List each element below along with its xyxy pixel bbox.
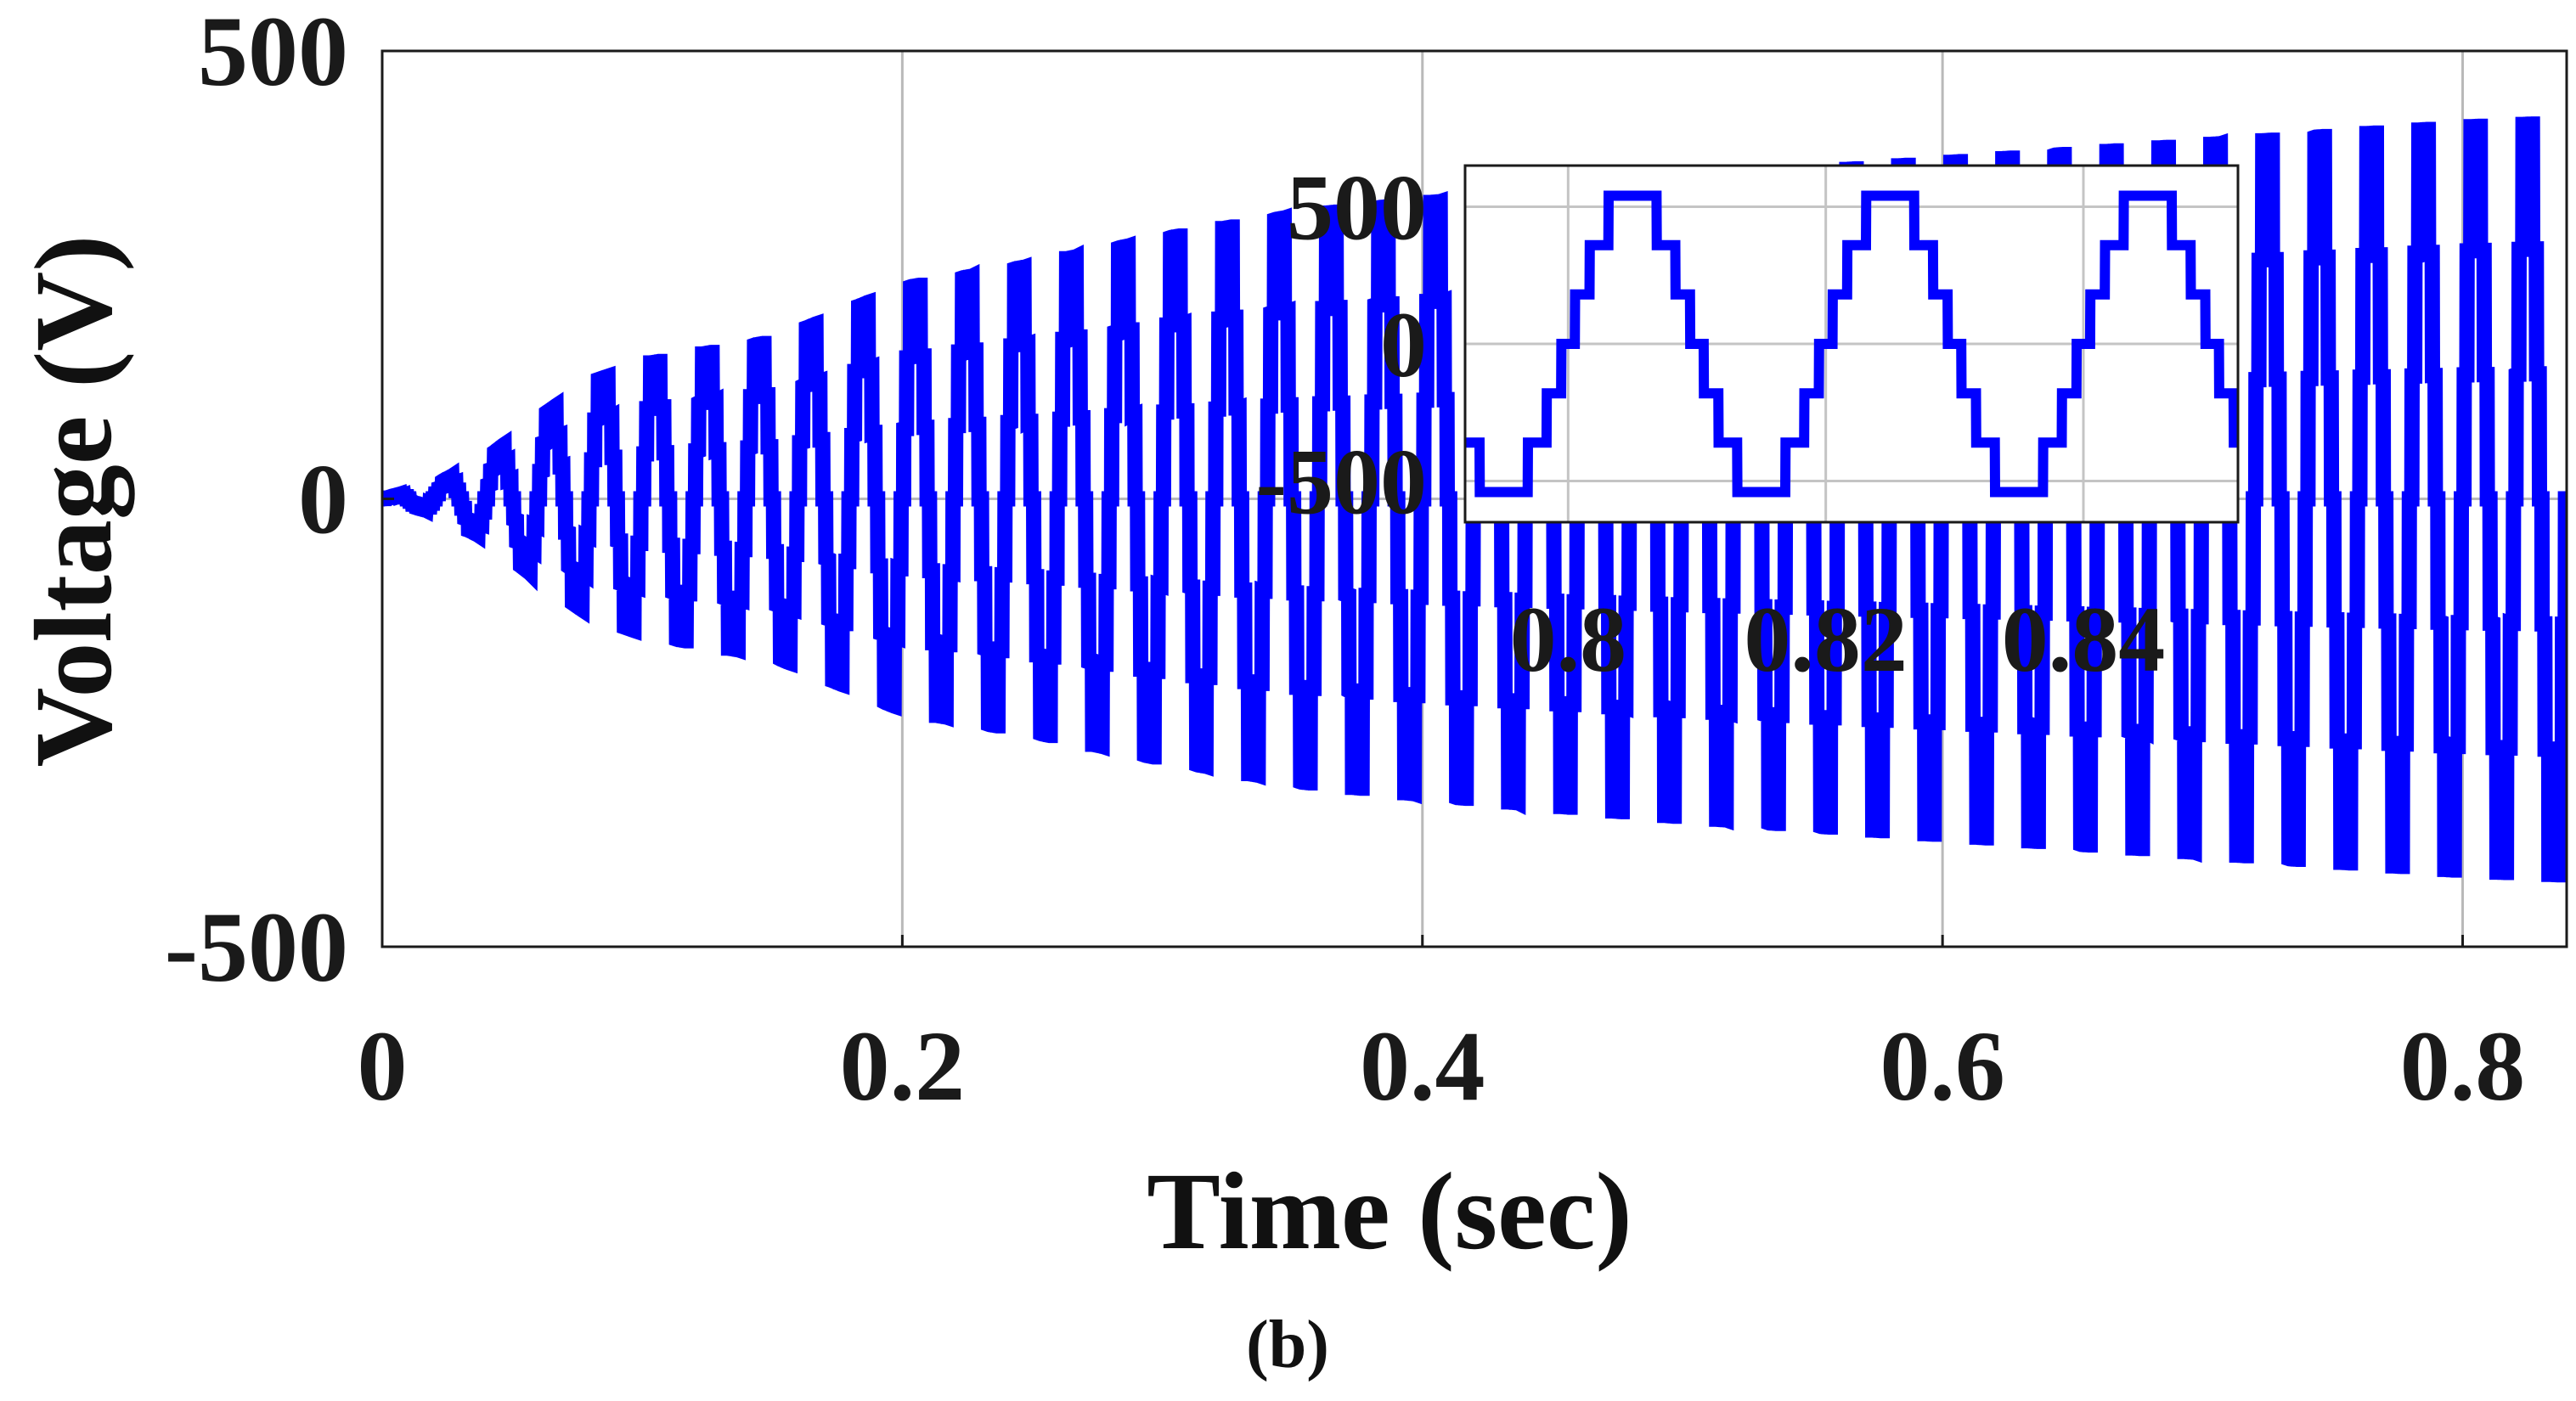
inset-voltage-series-line [1465, 190, 2238, 498]
inset-chart: 0.8 0.82 0.84 500 0 -500 [1255, 155, 2240, 691]
figure-caption: (b) [1246, 1308, 1329, 1382]
x-tick-label: 0.8 [2400, 1010, 2526, 1122]
inset-grid [1465, 166, 2238, 522]
inset-y-tick-label: 0 [1380, 293, 1427, 397]
y-tick-label: 500 [198, 0, 348, 107]
inset-y-tick-label: 500 [1287, 155, 1427, 259]
inset-x-tick-label: 0.82 [1744, 588, 1908, 691]
inset-x-tick-label: 0.84 [2002, 588, 2166, 691]
inset-frame [1463, 164, 2240, 524]
x-tick-label: 0 [358, 1010, 408, 1122]
y-axis-title: Voltage (V) [13, 234, 135, 767]
y-tick-label: -500 [165, 892, 348, 1003]
inset-x-tick-label: 0.8 [1510, 588, 1627, 691]
inset-y-tick-label: -500 [1255, 430, 1427, 534]
y-tick-label: 0 [298, 444, 348, 555]
x-tick-label: 0.4 [1360, 1010, 1485, 1122]
x-tick-label: 0.2 [840, 1010, 966, 1122]
x-axis-title: Time (sec) [1147, 1151, 1632, 1273]
inset-tick-labels: 0.8 0.82 0.84 500 0 -500 [1255, 155, 2165, 691]
x-tick-label: 0.6 [1880, 1010, 2005, 1122]
inset-series [1465, 190, 2238, 498]
